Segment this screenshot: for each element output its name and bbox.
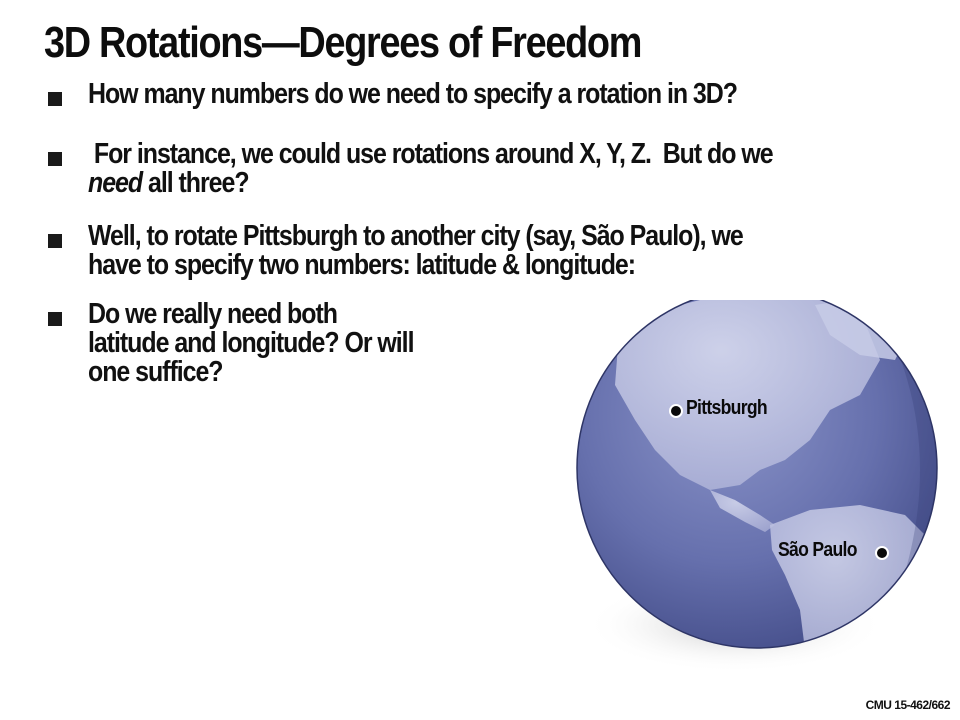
emphasis-text: need bbox=[88, 167, 143, 199]
central-america bbox=[710, 490, 775, 532]
bullet-line: For instance, we could use rotations aro… bbox=[88, 138, 774, 170]
bullet-marker bbox=[48, 92, 62, 106]
bullet-line: one suffice? bbox=[88, 356, 224, 388]
globe-figure: Pittsburgh São Paulo bbox=[560, 287, 960, 700]
slide-title: 3D Rotations—Degrees of Freedom bbox=[44, 18, 642, 67]
bullet-text: Well, to rotate Pittsburgh to another ci… bbox=[88, 220, 744, 281]
bullet-line: need all three? bbox=[88, 169, 773, 198]
bullet-line: have to specify two numbers: latitude & … bbox=[88, 249, 636, 281]
course-footer: CMU 15-462/662 bbox=[865, 698, 951, 712]
bullet-line-rest: all three? bbox=[142, 167, 250, 199]
globe-illustration bbox=[576, 287, 938, 673]
bullet-text: Do we really need both latitude and long… bbox=[88, 298, 415, 388]
pittsburgh-marker-icon bbox=[669, 404, 683, 418]
sao-paulo-marker-icon bbox=[875, 546, 889, 560]
bullet-line: Do we really need both bbox=[88, 298, 338, 330]
pittsburgh-label: Pittsburgh bbox=[686, 397, 768, 419]
north-america bbox=[615, 290, 880, 490]
bullet-text: How many numbers do we need to specify a… bbox=[88, 78, 738, 110]
bullet-text: For instance, we could use rotations aro… bbox=[88, 138, 774, 198]
bullet-marker bbox=[48, 312, 62, 326]
bullet-marker bbox=[48, 152, 62, 166]
bullet-line: How many numbers do we need to specify a… bbox=[88, 78, 738, 110]
bullet-line: latitude and longitude? Or will bbox=[88, 327, 415, 359]
south-america bbox=[770, 505, 935, 648]
bullet-marker bbox=[48, 234, 62, 248]
sao-paulo-label: São Paulo bbox=[778, 539, 857, 561]
terminator-shade bbox=[860, 288, 937, 648]
bullet-line: Well, to rotate Pittsburgh to another ci… bbox=[88, 220, 744, 252]
